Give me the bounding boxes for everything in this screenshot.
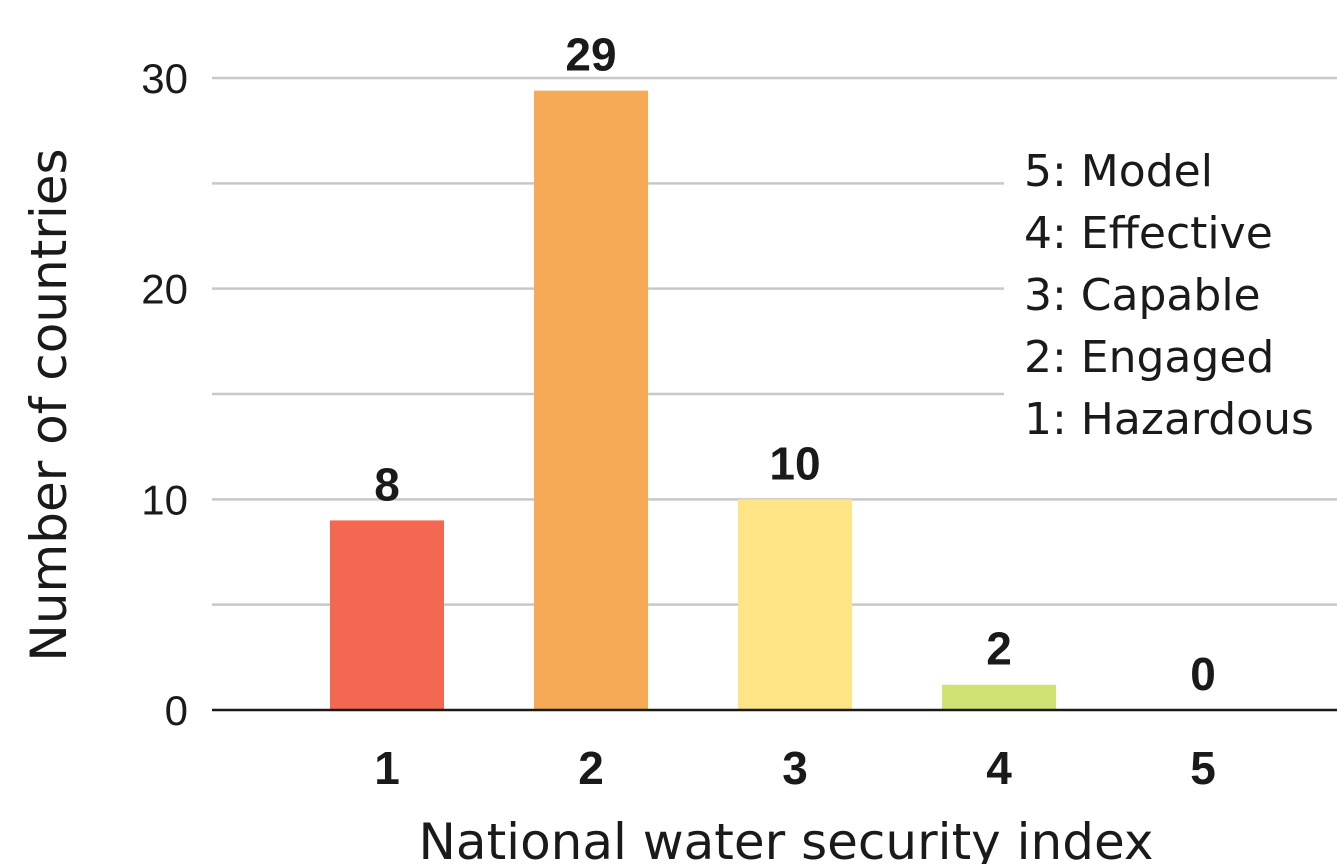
x-tick-labels: 1 2 3 4 5 <box>374 742 1216 794</box>
bar-3 <box>738 499 852 710</box>
data-label-3: 10 <box>769 437 820 489</box>
legend-entry: 5: Model <box>1024 146 1213 197</box>
x-tick-label: 5 <box>1190 742 1216 794</box>
legend-entry: 1: Hazardous <box>1024 394 1314 445</box>
bar-2 <box>534 90 648 710</box>
y-tick-label: 30 <box>141 55 188 102</box>
x-axis-title: National water security index <box>419 813 1154 864</box>
data-label-2: 29 <box>565 29 616 81</box>
data-label-4: 2 <box>986 623 1012 675</box>
bars <box>330 90 1056 710</box>
legend-entry: 3: Capable <box>1024 270 1261 321</box>
gridlines <box>212 76 1337 606</box>
x-tick-label: 2 <box>578 742 604 794</box>
legend-entry: 4: Effective <box>1024 208 1273 259</box>
legend-entry: 2: Engaged <box>1024 332 1274 383</box>
legend-background <box>1004 140 1337 458</box>
legend: 5: Model 4: Effective 3: Capable 2: Engaged… <box>1024 146 1314 445</box>
x-tick-label: 3 <box>782 742 808 794</box>
x-tick-label: 1 <box>374 742 400 794</box>
y-tick-labels: 0 10 20 30 <box>141 55 188 734</box>
y-tick-label: 0 <box>165 687 188 734</box>
data-label-5: 0 <box>1190 648 1216 700</box>
y-tick-label: 10 <box>141 476 188 523</box>
y-tick-label: 20 <box>141 266 188 313</box>
data-labels: 8 29 10 2 0 <box>374 29 1216 700</box>
bar-4 <box>942 684 1056 710</box>
x-tick-label: 4 <box>986 742 1012 794</box>
y-axis-title: Number of countries <box>20 148 78 661</box>
bar-1 <box>330 520 444 710</box>
data-label-1: 8 <box>374 458 400 510</box>
